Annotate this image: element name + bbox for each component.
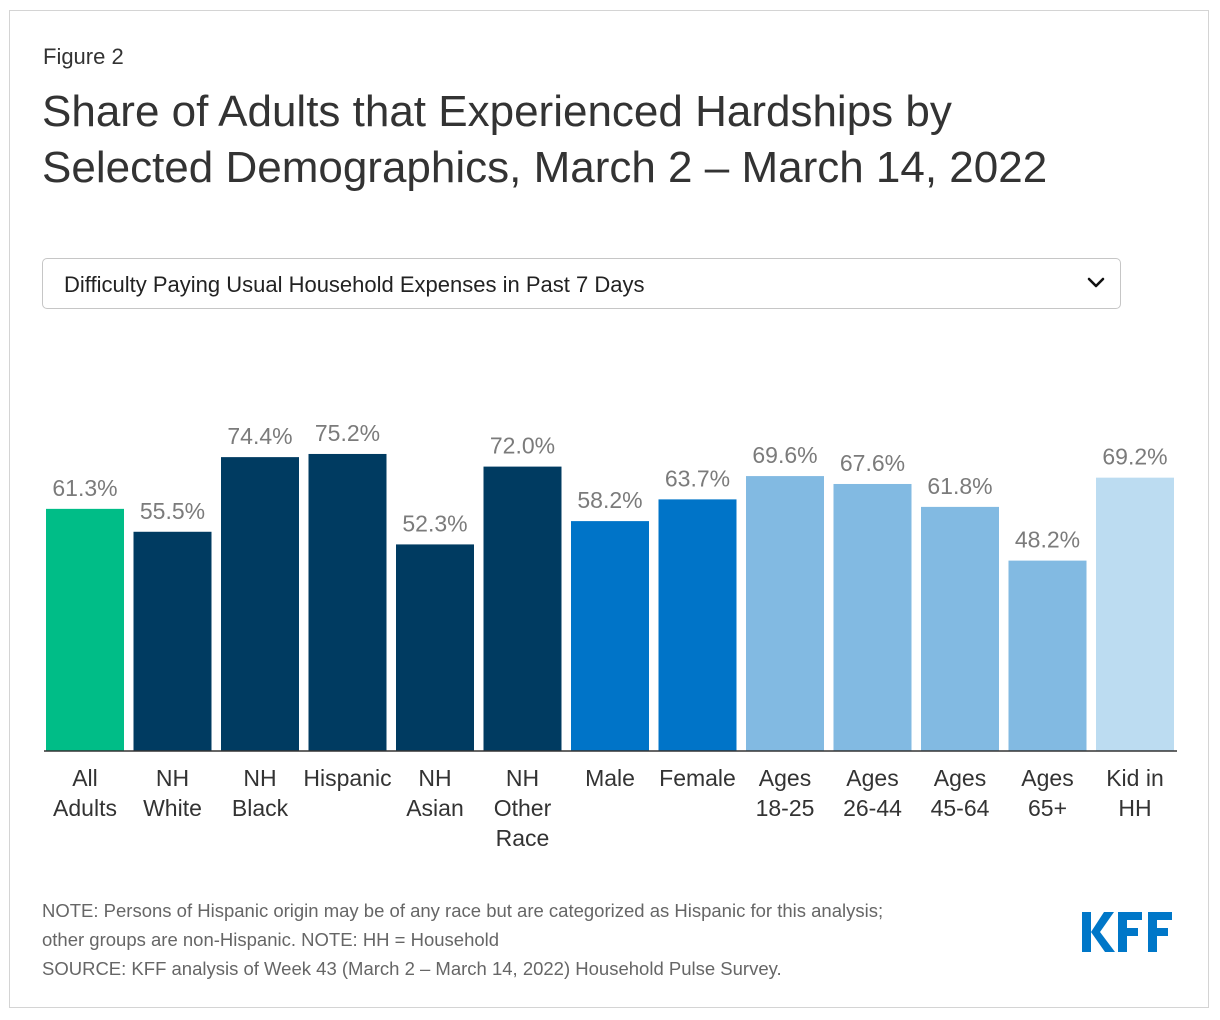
bar-8 <box>746 476 824 751</box>
data-label-8: 69.6% <box>752 442 817 468</box>
data-label-5: 72.0% <box>490 433 555 459</box>
data-label-3: 75.2% <box>315 420 380 446</box>
category-label-3: Hispanic <box>303 765 391 791</box>
data-label-4: 52.3% <box>402 510 467 536</box>
data-label-2: 74.4% <box>227 423 292 449</box>
bar-5 <box>483 466 562 751</box>
bar-12 <box>1096 477 1174 751</box>
category-label-2: NH Black <box>232 765 289 821</box>
category-label-6: Male <box>585 765 635 791</box>
data-label-0: 61.3% <box>52 475 117 501</box>
bar-1 <box>133 531 212 751</box>
data-label-11: 48.2% <box>1015 527 1080 553</box>
data-label-12: 69.2% <box>1102 444 1167 470</box>
category-label-1: NH White <box>143 765 202 821</box>
figure-label: Figure 2 <box>43 44 124 69</box>
category-label-12: Kid in HH <box>1106 765 1164 821</box>
data-label-7: 63.7% <box>665 465 730 491</box>
bar-3 <box>308 453 387 751</box>
bar-6 <box>571 521 649 751</box>
bar-10 <box>921 506 999 751</box>
category-label-10: Ages 45-64 <box>931 765 990 821</box>
data-label-10: 61.8% <box>927 473 992 499</box>
chart-notes: NOTE: Persons of Hispanic origin may be … <box>42 896 1062 983</box>
chart-title: Share of Adults that Experienced Hardshi… <box>42 84 1182 196</box>
bar-11 <box>1008 560 1087 751</box>
note-line-2: other groups are non-Hispanic. NOTE: HH … <box>42 929 500 950</box>
bar-0 <box>46 508 124 751</box>
category-label-8: Ages 18-25 <box>756 765 815 821</box>
source-line: SOURCE: KFF analysis of Week 43 (March 2… <box>42 958 782 979</box>
note-line-1: NOTE: Persons of Hispanic origin may be … <box>42 900 884 921</box>
data-label-9: 67.6% <box>840 450 905 476</box>
chevron-down-icon <box>1087 277 1105 288</box>
bar-7 <box>658 499 737 751</box>
data-label-6: 58.2% <box>577 487 642 513</box>
chart-title-line-2: Selected Demographics, March 2 – March 1… <box>42 143 1048 192</box>
bar-4 <box>396 544 474 751</box>
category-label-7: Female <box>659 765 736 791</box>
category-label-0: All Adults <box>53 765 117 821</box>
metric-dropdown[interactable]: Difficulty Paying Usual Household Expens… <box>42 258 1121 309</box>
category-label-4: NH Asian <box>406 765 464 821</box>
bar-2 <box>221 457 299 751</box>
kff-logo <box>1082 912 1172 952</box>
bar-9 <box>833 483 912 751</box>
figure-frame <box>9 10 1209 1008</box>
data-label-1: 55.5% <box>140 498 205 524</box>
category-label-5: NH Other Race <box>494 765 552 851</box>
metric-dropdown-value: Difficulty Paying Usual Household Expens… <box>64 272 645 297</box>
category-label-9: Ages 26-44 <box>843 765 902 821</box>
chart-title-line-1: Share of Adults that Experienced Hardshi… <box>42 87 952 136</box>
category-label-11: Ages 65+ <box>1021 765 1073 821</box>
